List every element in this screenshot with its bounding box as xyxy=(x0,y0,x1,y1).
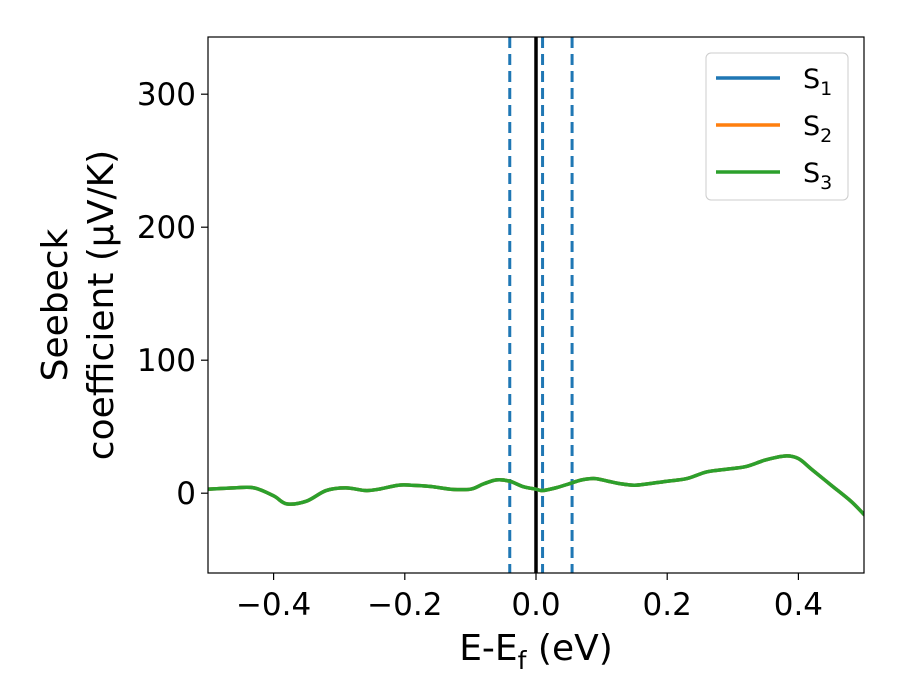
x-tick-label: −0.4 xyxy=(236,587,311,623)
data-series xyxy=(208,454,864,517)
y-axis-label-line1: Seebeck xyxy=(35,228,76,381)
legend-label-s3: S3 xyxy=(803,158,832,194)
y-axis-label: Seebeck coefficient (μV/K) xyxy=(35,150,122,460)
legend: S1 S2 S3 xyxy=(705,52,849,201)
y-axis-ticks: 0 100 200 300 xyxy=(137,77,208,512)
legend-label-s2: S2 xyxy=(803,111,832,147)
y-tick-label: 200 xyxy=(137,210,196,246)
x-tick-label: −0.2 xyxy=(367,587,442,623)
x-axis-label: E-Ef (eV) xyxy=(459,628,613,675)
x-axis-ticks: −0.4 −0.2 0.0 0.2 0.4 xyxy=(236,573,823,623)
legend-label-s1: S1 xyxy=(803,64,832,100)
y-tick-label: 300 xyxy=(137,77,196,113)
y-tick-label: 100 xyxy=(137,343,196,379)
y-axis-label-line2: coefficient (μV/K) xyxy=(81,150,122,460)
x-tick-label: 0.0 xyxy=(511,587,560,623)
x-tick-label: 0.4 xyxy=(774,587,823,623)
x-tick-label: 0.2 xyxy=(643,587,692,623)
series-line-s3 xyxy=(208,454,864,517)
y-tick-label: 0 xyxy=(176,476,196,512)
